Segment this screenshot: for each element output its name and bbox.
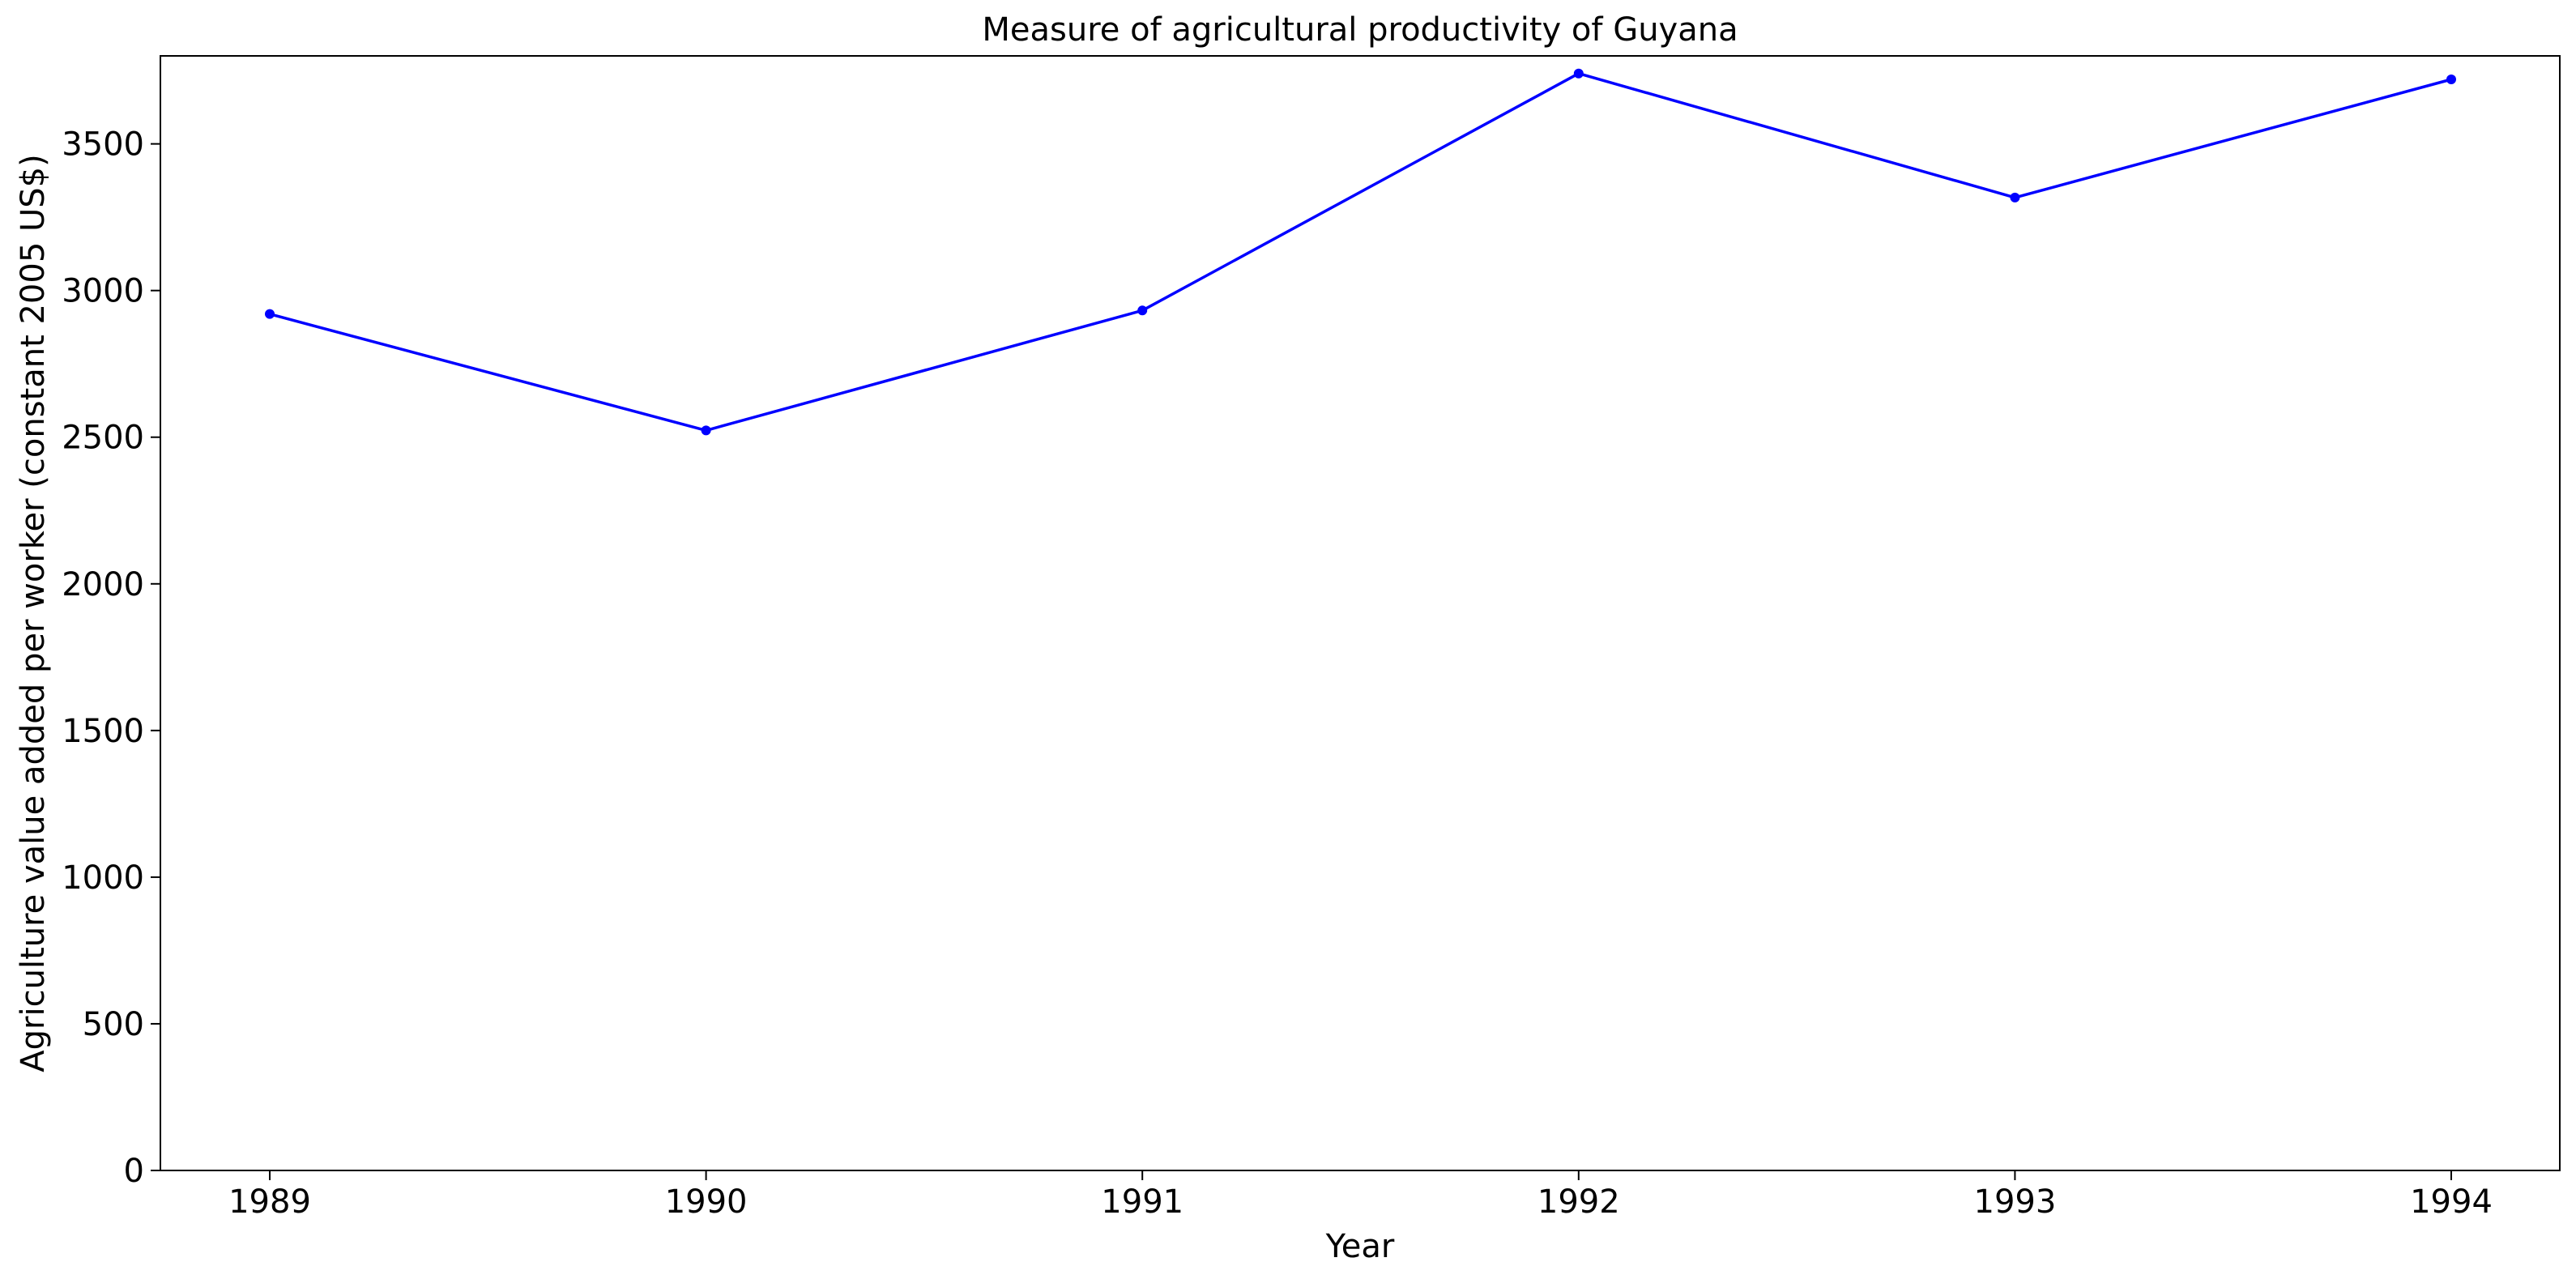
x-tick-label: 1989 [228,1183,311,1221]
data-point-1991 [1137,305,1148,316]
y-tick-label: 500 [83,1006,144,1043]
y-axis-ticks: 0 500 1000 1500 2000 2500 3000 3500 [62,126,160,1190]
data-point-1992 [1573,68,1584,79]
y-tick-label: 3500 [62,126,144,164]
y-axis-label: Agriculture value added per worker (cons… [15,154,52,1072]
data-point-1989 [265,309,275,319]
plot-frame [160,55,2561,1171]
data-point-1993 [2010,192,2020,203]
x-tick-label: 1990 [665,1183,748,1221]
x-axis-label: Year [1325,1228,1395,1265]
y-tick-label: 1000 [62,859,144,897]
chart-title: Measure of agricultural productivity of … [982,11,1738,49]
x-tick-label: 1994 [2410,1183,2493,1221]
x-tick-label: 1992 [1537,1183,1620,1221]
y-tick-label: 0 [124,1153,144,1190]
series-markers [265,68,2456,436]
y-tick-label: 2000 [62,566,144,603]
x-tick-label: 1991 [1101,1183,1184,1221]
series-line [269,71,2452,433]
y-tick-label: 3000 [62,273,144,310]
x-tick-label: 1993 [1974,1183,2057,1221]
y-tick-label: 2500 [62,420,144,457]
y-tick-label: 1500 [62,713,144,750]
x-axis-ticks: 1989 1990 1991 1992 1993 1994 [228,1170,2493,1221]
data-point-1994 [2446,74,2456,84]
data-point-1990 [701,425,711,436]
